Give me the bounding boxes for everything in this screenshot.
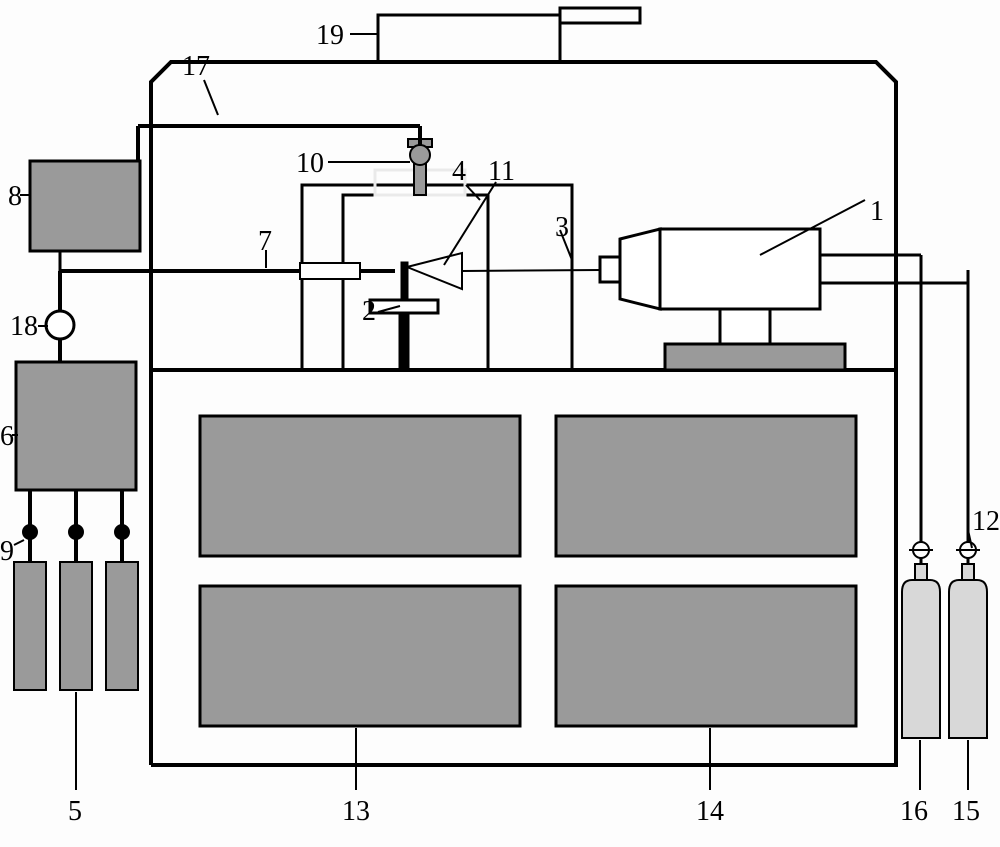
device-body [660, 229, 820, 309]
label-7: 7 [258, 226, 272, 257]
panel-bottom-left [200, 586, 520, 726]
label-18: 18 [10, 311, 38, 342]
label-5: 5 [68, 796, 82, 827]
schematic-diagram: 12345678910111213141516171819 [0, 0, 1000, 847]
reagent-bottle [14, 562, 46, 690]
reagent-bottle [106, 562, 138, 690]
pipe-port [300, 263, 360, 279]
bottle-valve [23, 525, 37, 539]
panel-top-right [556, 416, 856, 556]
label-3: 3 [555, 212, 569, 243]
label-16: 16 [900, 796, 928, 827]
cylinder-15-neck [962, 564, 974, 580]
reagent-bottle [60, 562, 92, 690]
disc-post [400, 313, 408, 370]
cylinder-16 [902, 580, 940, 738]
box-6 [16, 362, 136, 490]
box-8 [30, 161, 140, 251]
cylinder-16-neck [915, 564, 927, 580]
panel-bottom-right [556, 586, 856, 726]
label-6: 6 [0, 421, 14, 452]
valve-18 [46, 311, 74, 339]
label-14: 14 [696, 796, 724, 827]
device-bottom-block [720, 309, 770, 344]
label-4: 4 [452, 156, 466, 187]
device-cone [620, 229, 660, 309]
label-17: 17 [182, 51, 210, 82]
label-1: 1 [870, 196, 884, 227]
label-11: 11 [488, 156, 515, 187]
label-2: 2 [362, 296, 376, 327]
panel-top-left [200, 416, 520, 556]
label-9: 9 [0, 536, 14, 567]
top-valve [410, 145, 430, 165]
label-19: 19 [316, 20, 344, 51]
label-10: 10 [296, 148, 324, 179]
label-13: 13 [342, 796, 370, 827]
label-15: 15 [952, 796, 980, 827]
label-8: 8 [8, 181, 22, 212]
bottle-valve [115, 525, 129, 539]
label-12: 12 [972, 506, 1000, 537]
bottle-valve [69, 525, 83, 539]
device-base [665, 344, 845, 370]
device-nozzle [600, 257, 620, 282]
cylinder-15 [949, 580, 987, 738]
